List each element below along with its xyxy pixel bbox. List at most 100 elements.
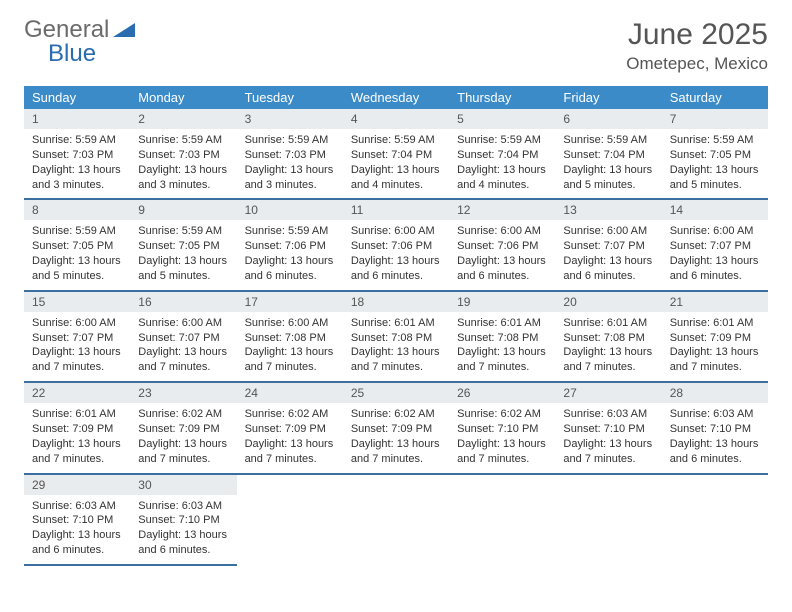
calendar-cell [449,474,555,565]
day-details: Sunrise: 5:59 AMSunset: 7:03 PMDaylight:… [24,129,130,198]
calendar-cell: 17Sunrise: 6:00 AMSunset: 7:08 PMDayligh… [237,291,343,382]
calendar-cell: 24Sunrise: 6:02 AMSunset: 7:09 PMDayligh… [237,382,343,473]
calendar-cell: 10Sunrise: 5:59 AMSunset: 7:06 PMDayligh… [237,199,343,290]
calendar-cell: 27Sunrise: 6:03 AMSunset: 7:10 PMDayligh… [555,382,661,473]
day-number: 17 [237,292,343,312]
day-details: Sunrise: 5:59 AMSunset: 7:03 PMDaylight:… [130,129,236,198]
day-details: Sunrise: 6:01 AMSunset: 7:08 PMDaylight:… [449,312,555,381]
day-details: Sunrise: 5:59 AMSunset: 7:05 PMDaylight:… [130,220,236,289]
day-number: 28 [662,383,768,403]
day-details: Sunrise: 6:00 AMSunset: 7:06 PMDaylight:… [449,220,555,289]
calendar-cell: 7Sunrise: 5:59 AMSunset: 7:05 PMDaylight… [662,109,768,199]
day-details: Sunrise: 6:03 AMSunset: 7:10 PMDaylight:… [24,495,130,564]
month-title: June 2025 [626,18,768,52]
day-details: Sunrise: 6:00 AMSunset: 7:07 PMDaylight:… [24,312,130,381]
calendar-cell: 6Sunrise: 5:59 AMSunset: 7:04 PMDaylight… [555,109,661,199]
calendar-table: SundayMondayTuesdayWednesdayThursdayFrid… [24,86,768,566]
day-number: 19 [449,292,555,312]
day-details: Sunrise: 6:02 AMSunset: 7:09 PMDaylight:… [237,403,343,472]
calendar-cell [343,474,449,565]
calendar-cell: 16Sunrise: 6:00 AMSunset: 7:07 PMDayligh… [130,291,236,382]
day-number: 23 [130,383,236,403]
calendar-cell: 25Sunrise: 6:02 AMSunset: 7:09 PMDayligh… [343,382,449,473]
day-number: 7 [662,109,768,129]
weekday-header: Friday [555,86,661,109]
day-details: Sunrise: 5:59 AMSunset: 7:05 PMDaylight:… [24,220,130,289]
day-number: 24 [237,383,343,403]
calendar-cell: 3Sunrise: 5:59 AMSunset: 7:03 PMDaylight… [237,109,343,199]
day-number: 29 [24,475,130,495]
calendar-cell: 13Sunrise: 6:00 AMSunset: 7:07 PMDayligh… [555,199,661,290]
day-number: 21 [662,292,768,312]
day-details: Sunrise: 5:59 AMSunset: 7:04 PMDaylight:… [343,129,449,198]
day-details: Sunrise: 5:59 AMSunset: 7:04 PMDaylight:… [449,129,555,198]
calendar-cell: 19Sunrise: 6:01 AMSunset: 7:08 PMDayligh… [449,291,555,382]
calendar-cell: 28Sunrise: 6:03 AMSunset: 7:10 PMDayligh… [662,382,768,473]
day-number: 30 [130,475,236,495]
calendar-cell: 20Sunrise: 6:01 AMSunset: 7:08 PMDayligh… [555,291,661,382]
day-number: 14 [662,200,768,220]
day-number: 10 [237,200,343,220]
location: Ometepec, Mexico [626,54,768,74]
calendar-cell [555,474,661,565]
calendar-cell: 8Sunrise: 5:59 AMSunset: 7:05 PMDaylight… [24,199,130,290]
day-details: Sunrise: 6:03 AMSunset: 7:10 PMDaylight:… [130,495,236,564]
day-details: Sunrise: 5:59 AMSunset: 7:03 PMDaylight:… [237,129,343,198]
day-details: Sunrise: 6:00 AMSunset: 7:06 PMDaylight:… [343,220,449,289]
day-number: 18 [343,292,449,312]
calendar-cell: 30Sunrise: 6:03 AMSunset: 7:10 PMDayligh… [130,474,236,565]
day-number: 9 [130,200,236,220]
day-details: Sunrise: 6:03 AMSunset: 7:10 PMDaylight:… [555,403,661,472]
day-details: Sunrise: 5:59 AMSunset: 7:04 PMDaylight:… [555,129,661,198]
weekday-header: Thursday [449,86,555,109]
day-number: 13 [555,200,661,220]
day-details: Sunrise: 6:00 AMSunset: 7:07 PMDaylight:… [555,220,661,289]
day-number: 4 [343,109,449,129]
calendar-cell: 9Sunrise: 5:59 AMSunset: 7:05 PMDaylight… [130,199,236,290]
calendar-cell: 21Sunrise: 6:01 AMSunset: 7:09 PMDayligh… [662,291,768,382]
day-number: 22 [24,383,130,403]
day-number: 3 [237,109,343,129]
day-details: Sunrise: 6:02 AMSunset: 7:10 PMDaylight:… [449,403,555,472]
title-block: June 2025 Ometepec, Mexico [626,18,768,74]
calendar-cell: 18Sunrise: 6:01 AMSunset: 7:08 PMDayligh… [343,291,449,382]
calendar-body: 1Sunrise: 5:59 AMSunset: 7:03 PMDaylight… [24,109,768,565]
day-number: 16 [130,292,236,312]
logo-text-1: General [24,16,109,43]
calendar-cell: 5Sunrise: 5:59 AMSunset: 7:04 PMDaylight… [449,109,555,199]
day-number: 12 [449,200,555,220]
day-number: 11 [343,200,449,220]
calendar-head: SundayMondayTuesdayWednesdayThursdayFrid… [24,86,768,109]
calendar-cell: 12Sunrise: 6:00 AMSunset: 7:06 PMDayligh… [449,199,555,290]
calendar-cell: 11Sunrise: 6:00 AMSunset: 7:06 PMDayligh… [343,199,449,290]
day-details: Sunrise: 6:00 AMSunset: 7:08 PMDaylight:… [237,312,343,381]
day-number: 26 [449,383,555,403]
calendar-cell: 1Sunrise: 5:59 AMSunset: 7:03 PMDaylight… [24,109,130,199]
calendar-cell [237,474,343,565]
calendar-cell: 4Sunrise: 5:59 AMSunset: 7:04 PMDaylight… [343,109,449,199]
day-details: Sunrise: 5:59 AMSunset: 7:06 PMDaylight:… [237,220,343,289]
day-number: 8 [24,200,130,220]
day-details: Sunrise: 5:59 AMSunset: 7:05 PMDaylight:… [662,129,768,198]
day-number: 2 [130,109,236,129]
calendar-cell [662,474,768,565]
day-number: 15 [24,292,130,312]
day-number: 27 [555,383,661,403]
day-number: 25 [343,383,449,403]
logo-text-2: Blue [48,40,96,67]
weekday-header: Saturday [662,86,768,109]
day-details: Sunrise: 6:01 AMSunset: 7:09 PMDaylight:… [24,403,130,472]
logo-triangle-icon [113,21,135,42]
day-details: Sunrise: 6:01 AMSunset: 7:09 PMDaylight:… [662,312,768,381]
day-details: Sunrise: 6:00 AMSunset: 7:07 PMDaylight:… [130,312,236,381]
day-details: Sunrise: 6:02 AMSunset: 7:09 PMDaylight:… [130,403,236,472]
calendar-cell: 2Sunrise: 5:59 AMSunset: 7:03 PMDaylight… [130,109,236,199]
day-details: Sunrise: 6:02 AMSunset: 7:09 PMDaylight:… [343,403,449,472]
day-details: Sunrise: 6:00 AMSunset: 7:07 PMDaylight:… [662,220,768,289]
calendar-cell: 22Sunrise: 6:01 AMSunset: 7:09 PMDayligh… [24,382,130,473]
weekday-header: Monday [130,86,236,109]
day-number: 5 [449,109,555,129]
calendar-cell: 29Sunrise: 6:03 AMSunset: 7:10 PMDayligh… [24,474,130,565]
calendar-cell: 15Sunrise: 6:00 AMSunset: 7:07 PMDayligh… [24,291,130,382]
header: General Blue June 2025 Ometepec, Mexico [24,18,768,74]
